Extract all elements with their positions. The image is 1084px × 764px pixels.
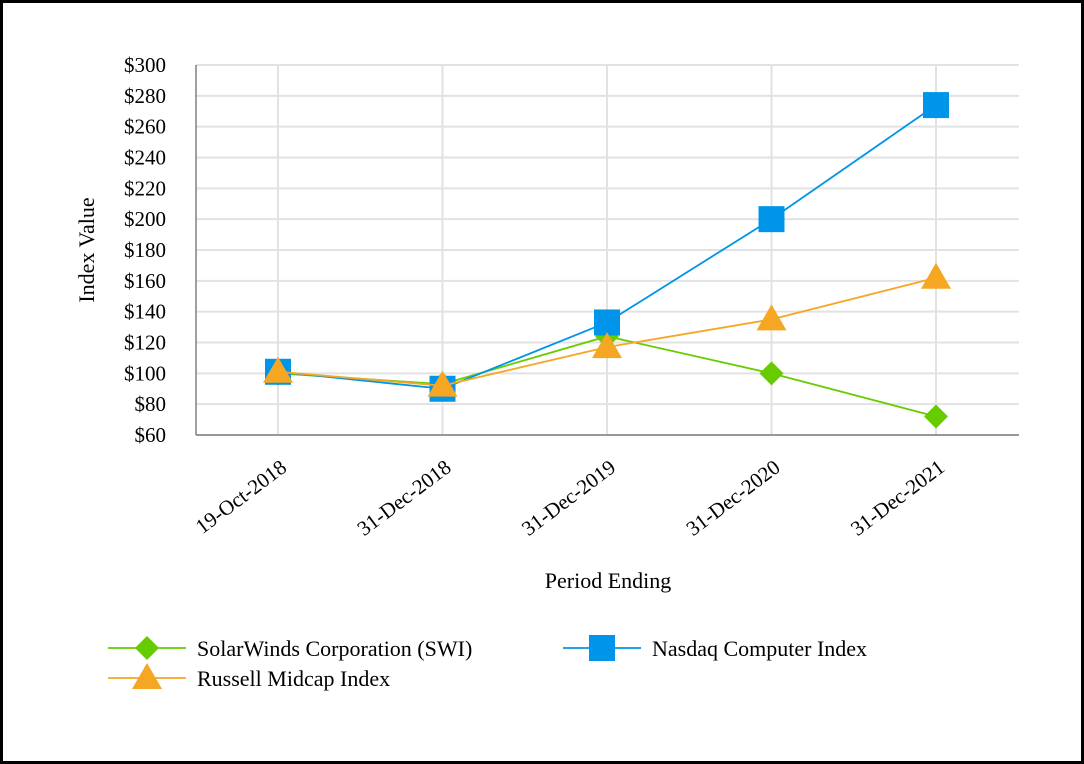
legend-marker-diamond [135, 636, 159, 660]
grid-lines [196, 64, 1019, 436]
y-tick-label: $100 [124, 361, 166, 385]
y-tick-label: $240 [124, 146, 166, 170]
data-point-square [758, 206, 785, 233]
y-tick-label: $260 [124, 115, 166, 139]
y-tick-label: $120 [124, 331, 166, 355]
y-tick-label: $200 [124, 207, 166, 231]
x-tick-label: 31-Dec-2020 [682, 455, 785, 541]
data-point-square [923, 92, 949, 119]
x-tick-label: 31-Dec-2018 [353, 455, 456, 541]
y-tick-labels: $60 $80 $100 $120 $140 $160 $180 $200 $220 $240 $2… [124, 53, 166, 447]
data-point-diamond [759, 361, 784, 386]
data-point-triangle [427, 370, 458, 397]
y-tick-label: $180 [124, 238, 166, 262]
legend-label: Russell Midcap Index [197, 666, 390, 691]
y-tick-label: $140 [124, 300, 166, 324]
legend-item: Nasdaq Computer Index [563, 635, 867, 661]
series-triangle [263, 262, 951, 397]
y-tick-label: $80 [135, 392, 167, 416]
x-tick-label: 19-Oct-2018 [191, 455, 291, 539]
data-point-triangle [921, 262, 951, 289]
y-tick-label: $160 [124, 269, 166, 293]
series-lines [263, 92, 951, 429]
legend-marker-triangle [132, 663, 162, 689]
y-axis-title: Index Value [74, 197, 99, 302]
axes [195, 65, 1019, 436]
x-tick-label: 31-Dec-2019 [517, 455, 620, 541]
y-tick-label: $280 [124, 84, 166, 108]
x-tick-label: 31-Dec-2021 [846, 455, 949, 541]
legend-item: Russell Midcap Index [108, 663, 390, 691]
x-axis-title: Period Ending [545, 568, 672, 593]
data-point-diamond [924, 404, 948, 429]
x-tick-labels: 19-Oct-2018 31-Dec-2018 31-Dec-2019 31-Dec-… [191, 455, 949, 541]
data-point-square [594, 309, 620, 336]
y-tick-label: $220 [124, 176, 166, 200]
legend-label: SolarWinds Corporation (SWI) [197, 636, 472, 661]
y-tick-label: $60 [135, 423, 167, 447]
legend-item: SolarWinds Corporation (SWI) [108, 636, 472, 661]
legend-marker-square [589, 635, 615, 661]
data-point-triangle [263, 356, 293, 383]
legend-label: Nasdaq Computer Index [652, 636, 867, 661]
y-tick-label: $300 [124, 53, 166, 77]
data-point-triangle [592, 332, 622, 359]
legend: SolarWinds Corporation (SWI) Nasdaq Compu… [108, 635, 867, 691]
data-point-triangle [756, 304, 787, 331]
